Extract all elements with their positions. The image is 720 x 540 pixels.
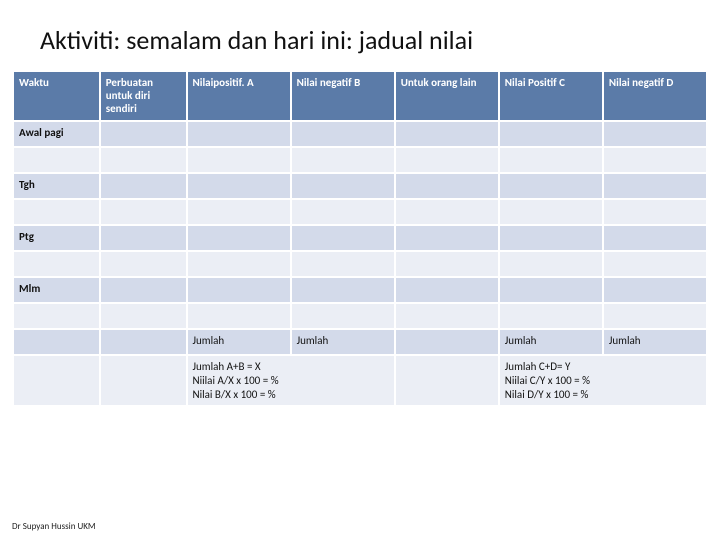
cell xyxy=(603,121,707,147)
col-nilai-c: Nilai Positif C xyxy=(499,71,603,121)
slide: Aktiviti: semalam dan hari ini: jadual n… xyxy=(0,0,720,540)
label-mlm: Mlm xyxy=(13,277,100,303)
cell xyxy=(291,303,395,329)
table-wrap: Waktu Perbuatan untuk diri sendiri Nilai… xyxy=(0,70,720,540)
col-oranglain: Untuk orang lain xyxy=(395,71,499,121)
cell xyxy=(187,303,291,329)
cell xyxy=(603,225,707,251)
col-waktu: Waktu xyxy=(13,71,100,121)
col-nilai-b: Nilai negatif B xyxy=(291,71,395,121)
calc-right: Jumlah C+D= Y Niilai C/Y x 100 = % Nilai… xyxy=(499,355,707,406)
cell xyxy=(499,303,603,329)
label-tgh: Tgh xyxy=(13,173,100,199)
label-ptg: Ptg xyxy=(13,225,100,251)
slide-title: Aktiviti: semalam dan hari ini: jadual n… xyxy=(40,24,680,56)
cell xyxy=(100,251,187,277)
cell xyxy=(499,199,603,225)
cell xyxy=(395,173,499,199)
cell xyxy=(395,225,499,251)
cell xyxy=(187,173,291,199)
cell xyxy=(395,329,499,355)
row-jumlah: Jumlah Jumlah Jumlah Jumlah xyxy=(13,329,707,355)
cell xyxy=(13,355,100,406)
cell xyxy=(499,277,603,303)
cell xyxy=(603,277,707,303)
cell xyxy=(13,303,100,329)
row-mlm: Mlm xyxy=(13,277,707,303)
cell xyxy=(100,121,187,147)
cell xyxy=(603,251,707,277)
cell xyxy=(395,303,499,329)
row-empty-1 xyxy=(13,147,707,173)
calc-left: Jumlah A+B = X Niilai A/X x 100 = % Nila… xyxy=(187,355,395,406)
cell xyxy=(187,199,291,225)
row-empty-2 xyxy=(13,199,707,225)
footer-credit: Dr Supyan Hussin UKM xyxy=(12,521,96,532)
cell xyxy=(187,251,291,277)
cell xyxy=(100,173,187,199)
cell xyxy=(603,147,707,173)
cell xyxy=(395,121,499,147)
cell xyxy=(100,225,187,251)
cell xyxy=(100,277,187,303)
cell xyxy=(603,173,707,199)
cell xyxy=(499,251,603,277)
jumlah-d: Jumlah xyxy=(603,329,707,355)
cell xyxy=(499,147,603,173)
cell xyxy=(100,199,187,225)
row-tgh: Tgh xyxy=(13,173,707,199)
cell xyxy=(291,173,395,199)
title-bar: Aktiviti: semalam dan hari ini: jadual n… xyxy=(0,0,720,70)
cell xyxy=(499,121,603,147)
row-empty-3 xyxy=(13,251,707,277)
cell xyxy=(100,329,187,355)
cell xyxy=(291,277,395,303)
cell xyxy=(13,199,100,225)
jumlah-c: Jumlah xyxy=(499,329,603,355)
cell xyxy=(499,225,603,251)
cell xyxy=(603,303,707,329)
col-nilai-a: Nilaipositif. A xyxy=(187,71,291,121)
cell xyxy=(187,225,291,251)
cell xyxy=(603,199,707,225)
cell xyxy=(13,329,100,355)
header-row: Waktu Perbuatan untuk diri sendiri Nilai… xyxy=(13,71,707,121)
col-nilai-d: Nilai negatif D xyxy=(603,71,707,121)
col-perbuatan: Perbuatan untuk diri sendiri xyxy=(100,71,187,121)
cell xyxy=(395,199,499,225)
cell xyxy=(291,147,395,173)
cell xyxy=(187,277,291,303)
cell xyxy=(291,199,395,225)
cell xyxy=(100,355,187,406)
row-empty-4 xyxy=(13,303,707,329)
cell xyxy=(395,355,499,406)
jumlah-a: Jumlah xyxy=(187,329,291,355)
cell xyxy=(499,173,603,199)
cell xyxy=(291,121,395,147)
row-awalpagi: Awal pagi xyxy=(13,121,707,147)
row-ptg: Ptg xyxy=(13,225,707,251)
cell xyxy=(187,147,291,173)
cell xyxy=(291,225,395,251)
cell xyxy=(13,147,100,173)
cell xyxy=(395,147,499,173)
jumlah-b: Jumlah xyxy=(291,329,395,355)
label-awalpagi: Awal pagi xyxy=(13,121,100,147)
cell xyxy=(395,251,499,277)
cell xyxy=(100,147,187,173)
cell xyxy=(100,303,187,329)
cell xyxy=(187,121,291,147)
cell xyxy=(395,277,499,303)
row-calc: Jumlah A+B = X Niilai A/X x 100 = % Nila… xyxy=(13,355,707,406)
cell xyxy=(291,251,395,277)
value-table: Waktu Perbuatan untuk diri sendiri Nilai… xyxy=(12,70,708,407)
cell xyxy=(13,251,100,277)
